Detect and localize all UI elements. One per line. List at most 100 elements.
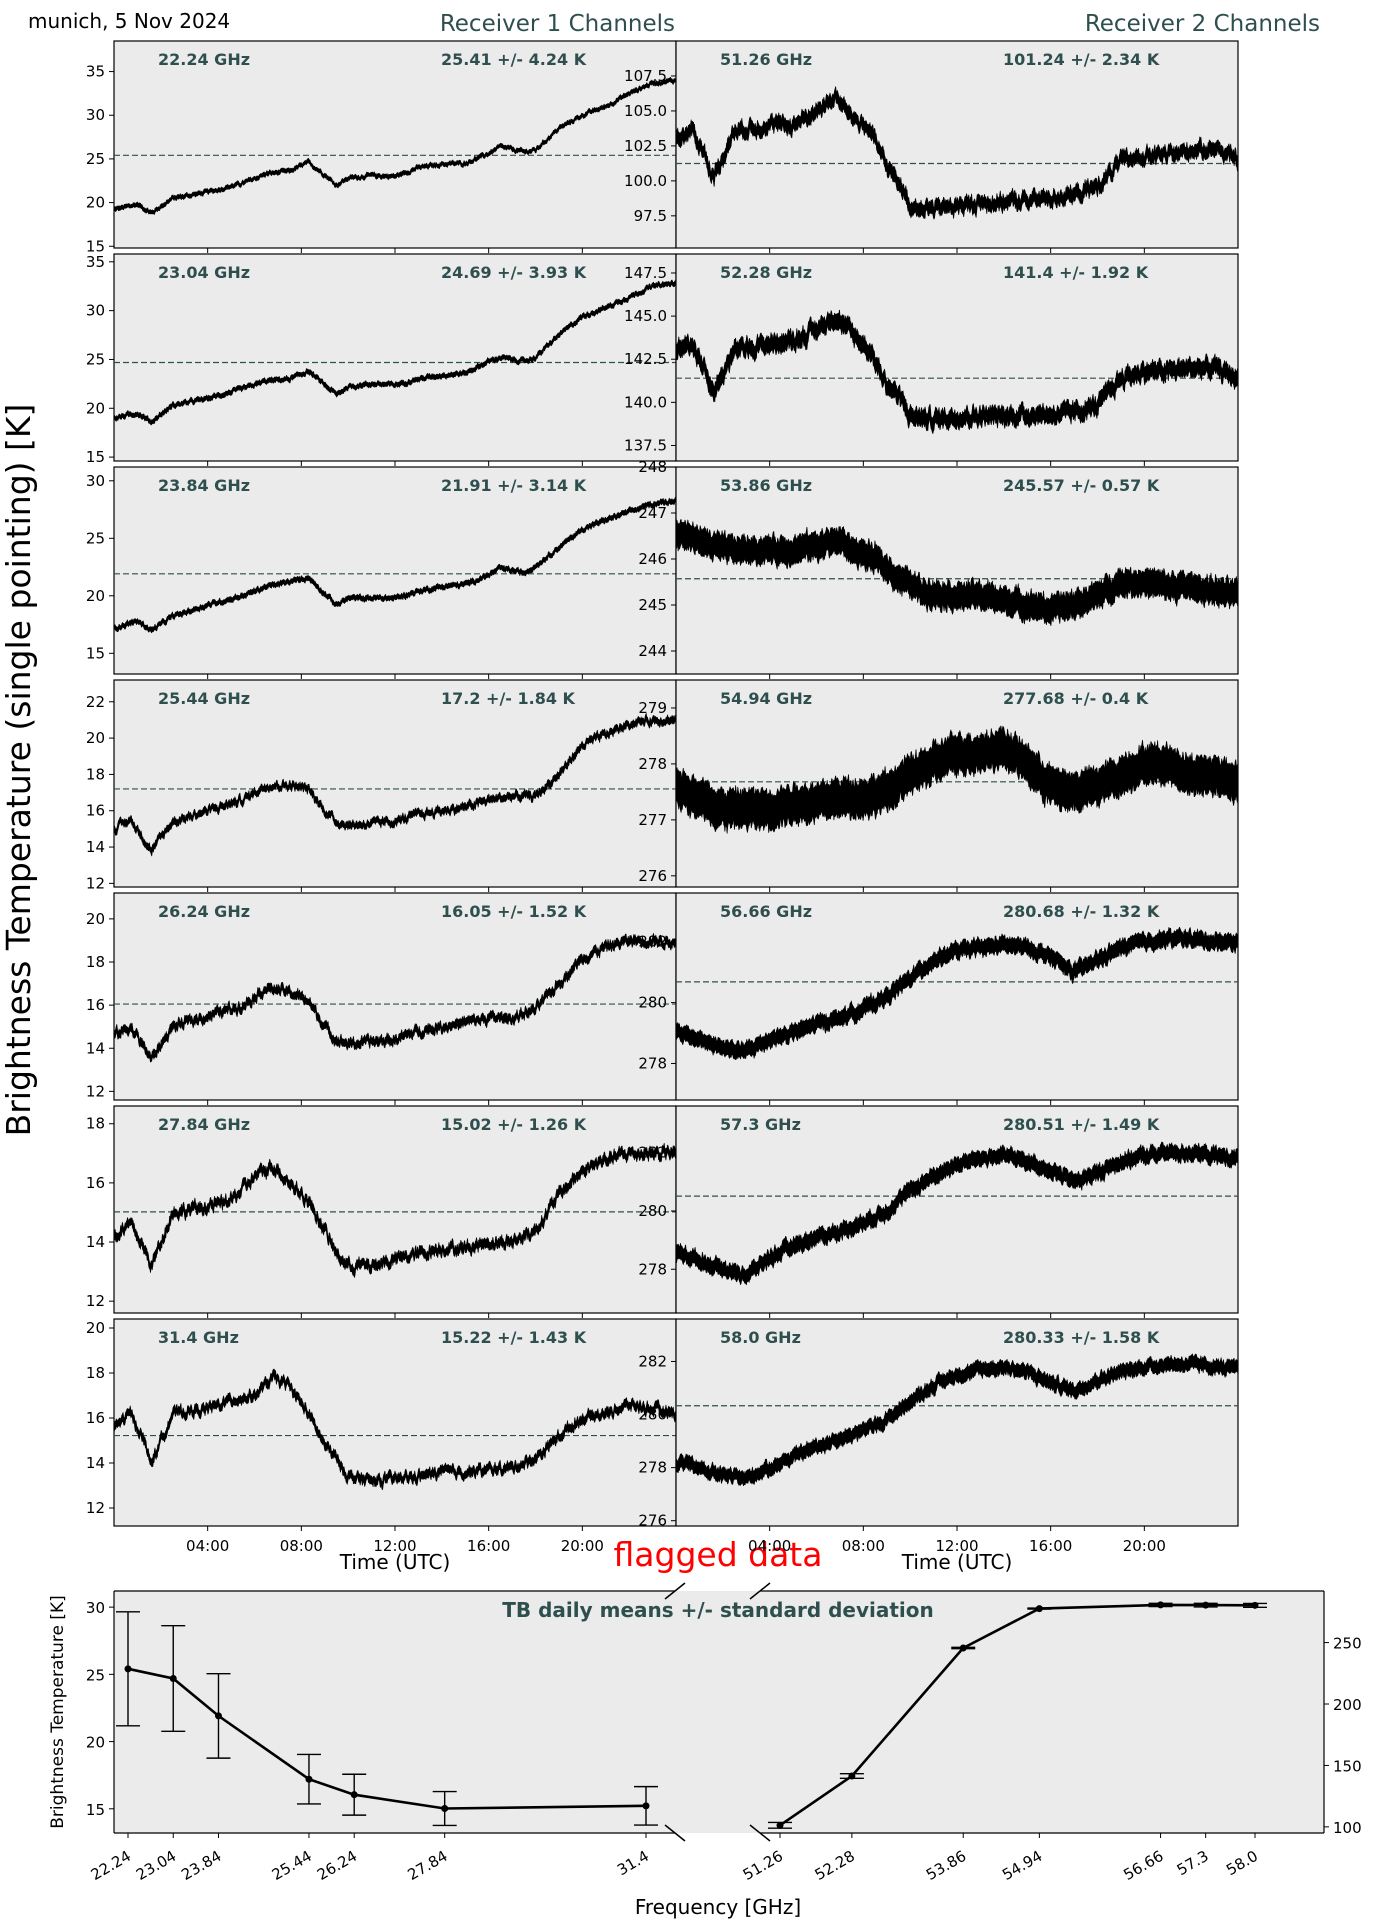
y-tick-label: 20 — [86, 399, 105, 417]
receiver2-channel-panel-2: 137.5 140.0 142.5 145.0 147.5 52.28 GHz 141.4 … — [624, 253, 1239, 466]
y-tick-label: 282 — [638, 1144, 667, 1162]
channel-mean-std-label: 280.51 +/- 1.49 K — [1003, 1115, 1160, 1134]
y-tick-label: 280 — [638, 994, 667, 1012]
summary-y-tick-label: 30 — [86, 1599, 105, 1617]
panel-background — [113, 1318, 677, 1527]
channel-mean-std-label: 280.33 +/- 1.58 K — [1003, 1328, 1160, 1347]
x-tick-label: 16:00 — [1029, 1537, 1072, 1555]
y-tick-label: 15 — [86, 448, 105, 466]
time-axis-label: Time (UTC) — [901, 1550, 1013, 1574]
summary-y-tick-label: 20 — [86, 1734, 105, 1752]
y-tick-label: 280 — [638, 1406, 667, 1424]
y-tick-label: 12 — [86, 1499, 105, 1517]
summary-title: TB daily means +/- standard deviation — [502, 1598, 934, 1622]
y-tick-label: 279 — [638, 699, 667, 717]
y-tick-label: 12 — [86, 874, 105, 892]
y-tick-label: 25 — [86, 150, 105, 168]
summary-layer: 15 20 25 30 22.24 23.04 23.84 25.44 26.24 27.84 31… — [48, 1582, 1362, 1919]
receiver2-channel-panel-1: 97.5 100.0 102.5 105.0 107.5 51.26 GHz 101.24 … — [624, 40, 1239, 253]
y-tick-label: 248 — [638, 458, 667, 476]
receiver1-channel-panel-5: 12 14 16 18 20 26.24 GHz 16.05 +/- 1.52 K — [86, 892, 677, 1105]
y-tick-label: 277 — [638, 811, 667, 829]
channel-frequency-label: 52.28 GHz — [720, 263, 812, 282]
y-tick-label: 247 — [638, 504, 667, 522]
channel-frequency-label: 31.4 GHz — [158, 1328, 239, 1347]
channel-mean-std-label: 24.69 +/- 3.93 K — [441, 263, 587, 282]
y-tick-label: 25 — [86, 350, 105, 368]
panel-background — [113, 679, 677, 888]
y-tick-label: 105.0 — [624, 102, 667, 120]
channel-frequency-label: 23.04 GHz — [158, 263, 250, 282]
panel-background — [675, 1105, 1239, 1314]
panel-background — [675, 1318, 1239, 1527]
axis-break-mark — [749, 1824, 771, 1842]
frequency-tick-label: 53.86 — [923, 1847, 969, 1884]
receiver1-title: Receiver 1 Channels — [440, 11, 675, 37]
y-tick-label: 20 — [86, 910, 105, 928]
y-tick-label: 18 — [86, 765, 105, 783]
axis-break-mark — [664, 1824, 686, 1842]
y-tick-label: 14 — [86, 1454, 105, 1472]
brightness-temperature-series — [675, 1141, 1239, 1286]
y-tick-label: 20 — [86, 194, 105, 212]
frequency-tick-label: 27.84 — [404, 1847, 450, 1884]
panel-background — [675, 892, 1239, 1101]
frequency-tick-label: 54.94 — [999, 1847, 1045, 1884]
receiver2-channel-panel-4: 276 277 278 279 54.94 GHz 277.68 +/- 0.4 K — [638, 679, 1239, 892]
channel-frequency-label: 25.44 GHz — [158, 689, 250, 708]
channel-mean-std-label: 141.4 +/- 1.92 K — [1003, 263, 1149, 282]
y-tick-label: 30 — [86, 472, 105, 490]
y-tick-label: 30 — [86, 302, 105, 320]
receiver2-channel-panel-6: 278 280 282 57.3 GHz 280.51 +/- 1.49 K — [638, 1105, 1239, 1318]
channel-frequency-label: 58.0 GHz — [720, 1328, 801, 1347]
location-date-label: munich, 5 Nov 2024 — [28, 9, 230, 33]
y-tick-label: 137.5 — [624, 436, 667, 454]
receiver1-channel-panel-7: 12 14 16 18 20 04:00 08:00 12:00 16:00 20:00 31.4 … — [86, 1318, 677, 1555]
y-tick-label: 282 — [638, 1352, 667, 1370]
x-tick-label: 08:00 — [842, 1537, 885, 1555]
y-tick-label: 18 — [86, 1364, 105, 1382]
channel-frequency-label: 26.24 GHz — [158, 902, 250, 921]
channel-mean-std-label: 245.57 +/- 0.57 K — [1003, 476, 1160, 495]
time-axis-label: Time (UTC) — [339, 1550, 451, 1574]
mean-marker — [1251, 1601, 1259, 1609]
x-tick-label: 04:00 — [186, 1537, 229, 1555]
y-tick-label: 15 — [86, 237, 105, 255]
panel-background — [675, 40, 1239, 249]
y-tick-label: 12 — [86, 1292, 105, 1310]
x-tick-label: 20:00 — [561, 1537, 604, 1555]
frequency-tick-label: 23.84 — [178, 1847, 224, 1884]
x-tick-label: 12:00 — [935, 1537, 978, 1555]
summary-y-tick-label: 25 — [86, 1666, 105, 1684]
frequency-tick-label: 25.44 — [269, 1847, 315, 1884]
y-tick-label: 142.5 — [624, 350, 667, 368]
y-tick-label: 25 — [86, 529, 105, 547]
y-tick-label: 278 — [638, 1054, 667, 1072]
y-tick-label: 246 — [638, 550, 667, 568]
y-tick-label: 16 — [86, 996, 105, 1014]
y-tick-label: 245 — [638, 596, 667, 614]
receiver1-channel-panel-6: 12 14 16 18 27.84 GHz 15.02 +/- 1.26 K — [86, 1105, 677, 1318]
y-tick-label: 14 — [86, 838, 105, 856]
channel-frequency-label: 57.3 GHz — [720, 1115, 801, 1134]
y-tick-label: 102.5 — [624, 137, 667, 155]
receiver1-channel-panel-3: 15 20 25 30 23.84 GHz 21.91 +/- 3.14 K — [86, 466, 677, 679]
y-tick-label: 35 — [86, 63, 105, 81]
summary-y-axis-label: Brightness Temperature [K] — [48, 1595, 68, 1828]
panel-background — [675, 253, 1239, 462]
x-tick-label: 04:00 — [748, 1537, 791, 1555]
y-tick-label: 278 — [638, 1459, 667, 1477]
channel-mean-std-label: 15.02 +/- 1.26 K — [441, 1115, 587, 1134]
y-tick-label: 278 — [638, 1260, 667, 1278]
y-tick-label: 145.0 — [624, 307, 667, 325]
brightness-temperature-series — [675, 725, 1239, 834]
frequency-tick-label: 58.0 — [1223, 1847, 1261, 1879]
receiver1-channel-panel-2: 15 20 25 30 35 23.04 GHz 24.69 +/- 3.93 K — [86, 253, 677, 466]
y-tick-label: 15 — [86, 644, 105, 662]
channel-frequency-label: 22.24 GHz — [158, 50, 250, 69]
panel-background — [113, 466, 677, 675]
y-tick-label: 30 — [86, 106, 105, 124]
channel-mean-std-label: 16.05 +/- 1.52 K — [441, 902, 587, 921]
y-tick-label: 22 — [86, 693, 105, 711]
